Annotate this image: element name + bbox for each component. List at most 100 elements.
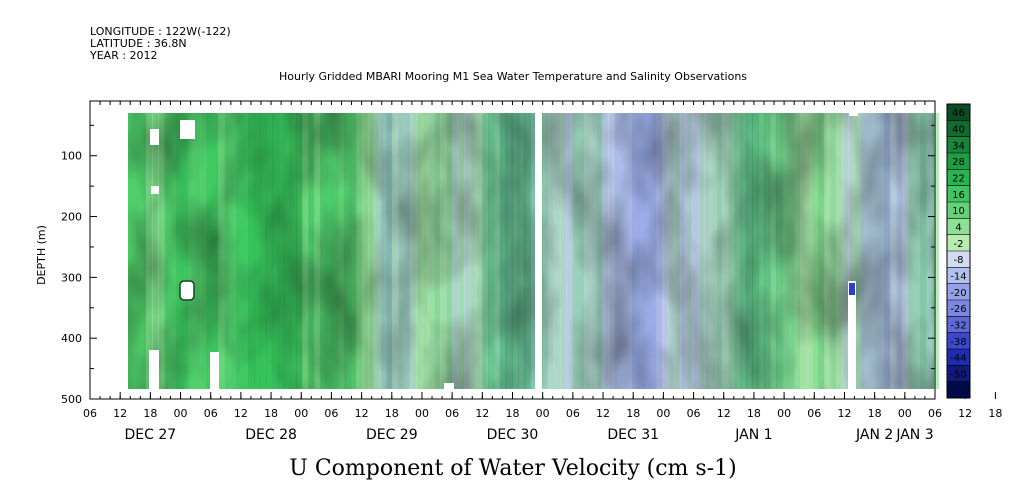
colorbar-label: 22 xyxy=(952,174,965,185)
colorbar: 46 40 34 28 22 16 10 4 -2 -8 -14 -20 -26 -32 -38 -44 -50 xyxy=(946,103,971,399)
x-hour-tick-label: 06 xyxy=(324,407,338,420)
x-hour-tick-label: 18 xyxy=(626,407,640,420)
colorbar-swatch xyxy=(947,218,970,235)
data-gap-patch xyxy=(180,120,195,139)
colorbar-label: -32 xyxy=(950,321,966,332)
colorbar-label: -14 xyxy=(950,272,966,283)
x-hour-tick-label: 18 xyxy=(264,407,278,420)
x-date-labels: DEC 27 DEC 28 DEC 29 DEC 30 DEC 31 JAN 1 JAN 2… xyxy=(125,427,934,443)
x-hour-tick-label: 18 xyxy=(143,407,157,420)
data-gap-patch xyxy=(849,113,858,116)
heatmap-texture xyxy=(128,113,934,389)
y-axis-title: DEPTH (m) xyxy=(35,225,48,285)
x-hour-tick-label: 18 xyxy=(988,407,1002,420)
colorbar-swatch xyxy=(947,185,970,203)
colorbar-swatch xyxy=(947,153,970,170)
x-hour-tick-label: 00 xyxy=(294,407,308,420)
y-tick-label: 100 xyxy=(61,150,82,163)
x-date-label: JAN 3 xyxy=(895,427,933,443)
colorbar-swatch xyxy=(947,365,970,382)
data-gap-patch xyxy=(210,352,219,389)
x-date-label: DEC 27 xyxy=(125,427,177,443)
colorbar-swatch xyxy=(947,234,970,252)
x-date-label: DEC 31 xyxy=(607,427,659,443)
data-gap-patch xyxy=(444,383,454,389)
colorbar-label: -8 xyxy=(954,255,964,266)
x-hour-tick-label: 00 xyxy=(898,407,912,420)
colorbar-label: 28 xyxy=(952,157,965,168)
colorbar-label: -20 xyxy=(950,288,966,299)
colorbar-label: 10 xyxy=(952,206,965,217)
variable-label: U Component of Water Velocity (cm s-1) xyxy=(289,456,736,481)
colorbar-swatch xyxy=(947,251,970,268)
x-hour-tick-label: 00 xyxy=(415,407,429,420)
colorbar-label: -44 xyxy=(950,353,966,364)
x-date-label: DEC 29 xyxy=(366,427,418,443)
x-hour-tick-label: 06 xyxy=(445,407,459,420)
x-hour-tick-label: 06 xyxy=(928,407,942,420)
longitude-label: LONGITUDE : 122W(-122) xyxy=(90,25,231,38)
data-gap-patch xyxy=(848,281,856,389)
y-tick-label: 500 xyxy=(61,393,82,406)
x-hour-tick-label: 12 xyxy=(958,407,972,420)
top-minor-ticks xyxy=(89,101,936,105)
data-gap-patch xyxy=(150,129,159,145)
colorbar-swatch xyxy=(947,120,970,137)
x-hour-tick-label: 18 xyxy=(747,407,761,420)
colorbar-swatch xyxy=(947,381,970,399)
x-date-label: JAN 2 xyxy=(855,427,893,443)
x-hour-labels: 06 12 18 00 06 12 18 00 06 12 18 00 06 12 18 00 06 12 18 00… xyxy=(83,407,1002,420)
colorbar-swatch xyxy=(947,267,970,284)
x-hour-tick-label: 12 xyxy=(234,407,248,420)
data-gap-patch xyxy=(179,280,195,301)
colorbar-label: 16 xyxy=(952,190,965,201)
year-label: YEAR : 2012 xyxy=(89,49,158,62)
colorbar-label: -2 xyxy=(954,239,964,250)
x-hour-tick-label: 06 xyxy=(83,407,97,420)
data-gap-patch xyxy=(849,283,855,295)
x-hour-tick-label: 12 xyxy=(355,407,369,420)
x-hour-tick-label: 12 xyxy=(113,407,127,420)
colorbar-swatch xyxy=(947,332,970,350)
data-gap-patch xyxy=(151,186,159,194)
colorbar-label: 40 xyxy=(952,125,965,136)
y-tick-label: 200 xyxy=(61,211,82,224)
chart-title: Hourly Gridded MBARI Mooring M1 Sea Wate… xyxy=(279,70,747,83)
colorbar-label: -26 xyxy=(950,304,966,315)
x-date-label: JAN 1 xyxy=(734,427,772,443)
x-date-label: DEC 28 xyxy=(245,427,297,443)
latitude-label: LATITUDE : 36.8N xyxy=(90,37,187,50)
y-tick-label: 400 xyxy=(61,332,82,345)
colorbar-swatch xyxy=(947,169,970,186)
colorbar-label: 46 xyxy=(952,108,965,119)
x-axis-ticks xyxy=(89,392,996,399)
colorbar-swatch xyxy=(947,316,970,333)
x-hour-tick-label: 18 xyxy=(868,407,882,420)
x-hour-tick-label: 18 xyxy=(385,407,399,420)
x-hour-tick-label: 06 xyxy=(807,407,821,420)
colorbar-label: -38 xyxy=(950,337,966,348)
heatmap-field xyxy=(128,113,939,389)
x-hour-tick-label: 18 xyxy=(506,407,520,420)
colorbar-label: -50 xyxy=(950,370,966,381)
x-hour-tick-label: 12 xyxy=(596,407,610,420)
x-hour-tick-label: 00 xyxy=(536,407,550,420)
data-gap-patch xyxy=(149,350,159,389)
x-hour-tick-label: 06 xyxy=(204,407,218,420)
x-hour-tick-label: 00 xyxy=(656,407,670,420)
y-tick-label: 300 xyxy=(61,271,82,284)
colorbar-label: 34 xyxy=(952,141,965,152)
colorbar-swatch xyxy=(947,349,970,366)
colorbar-swatch xyxy=(947,202,970,219)
data-gap-strip xyxy=(535,113,542,389)
x-hour-tick-label: 12 xyxy=(475,407,489,420)
colorbar-swatch xyxy=(947,300,970,317)
colorbar-swatch xyxy=(947,283,970,301)
colorbar-swatch xyxy=(947,136,970,154)
x-hour-tick-label: 12 xyxy=(717,407,731,420)
x-hour-tick-label: 00 xyxy=(174,407,188,420)
colorbar-label: 4 xyxy=(955,223,961,234)
x-hour-tick-label: 06 xyxy=(566,407,580,420)
y-axis: 100 200 300 400 500 xyxy=(61,124,935,406)
